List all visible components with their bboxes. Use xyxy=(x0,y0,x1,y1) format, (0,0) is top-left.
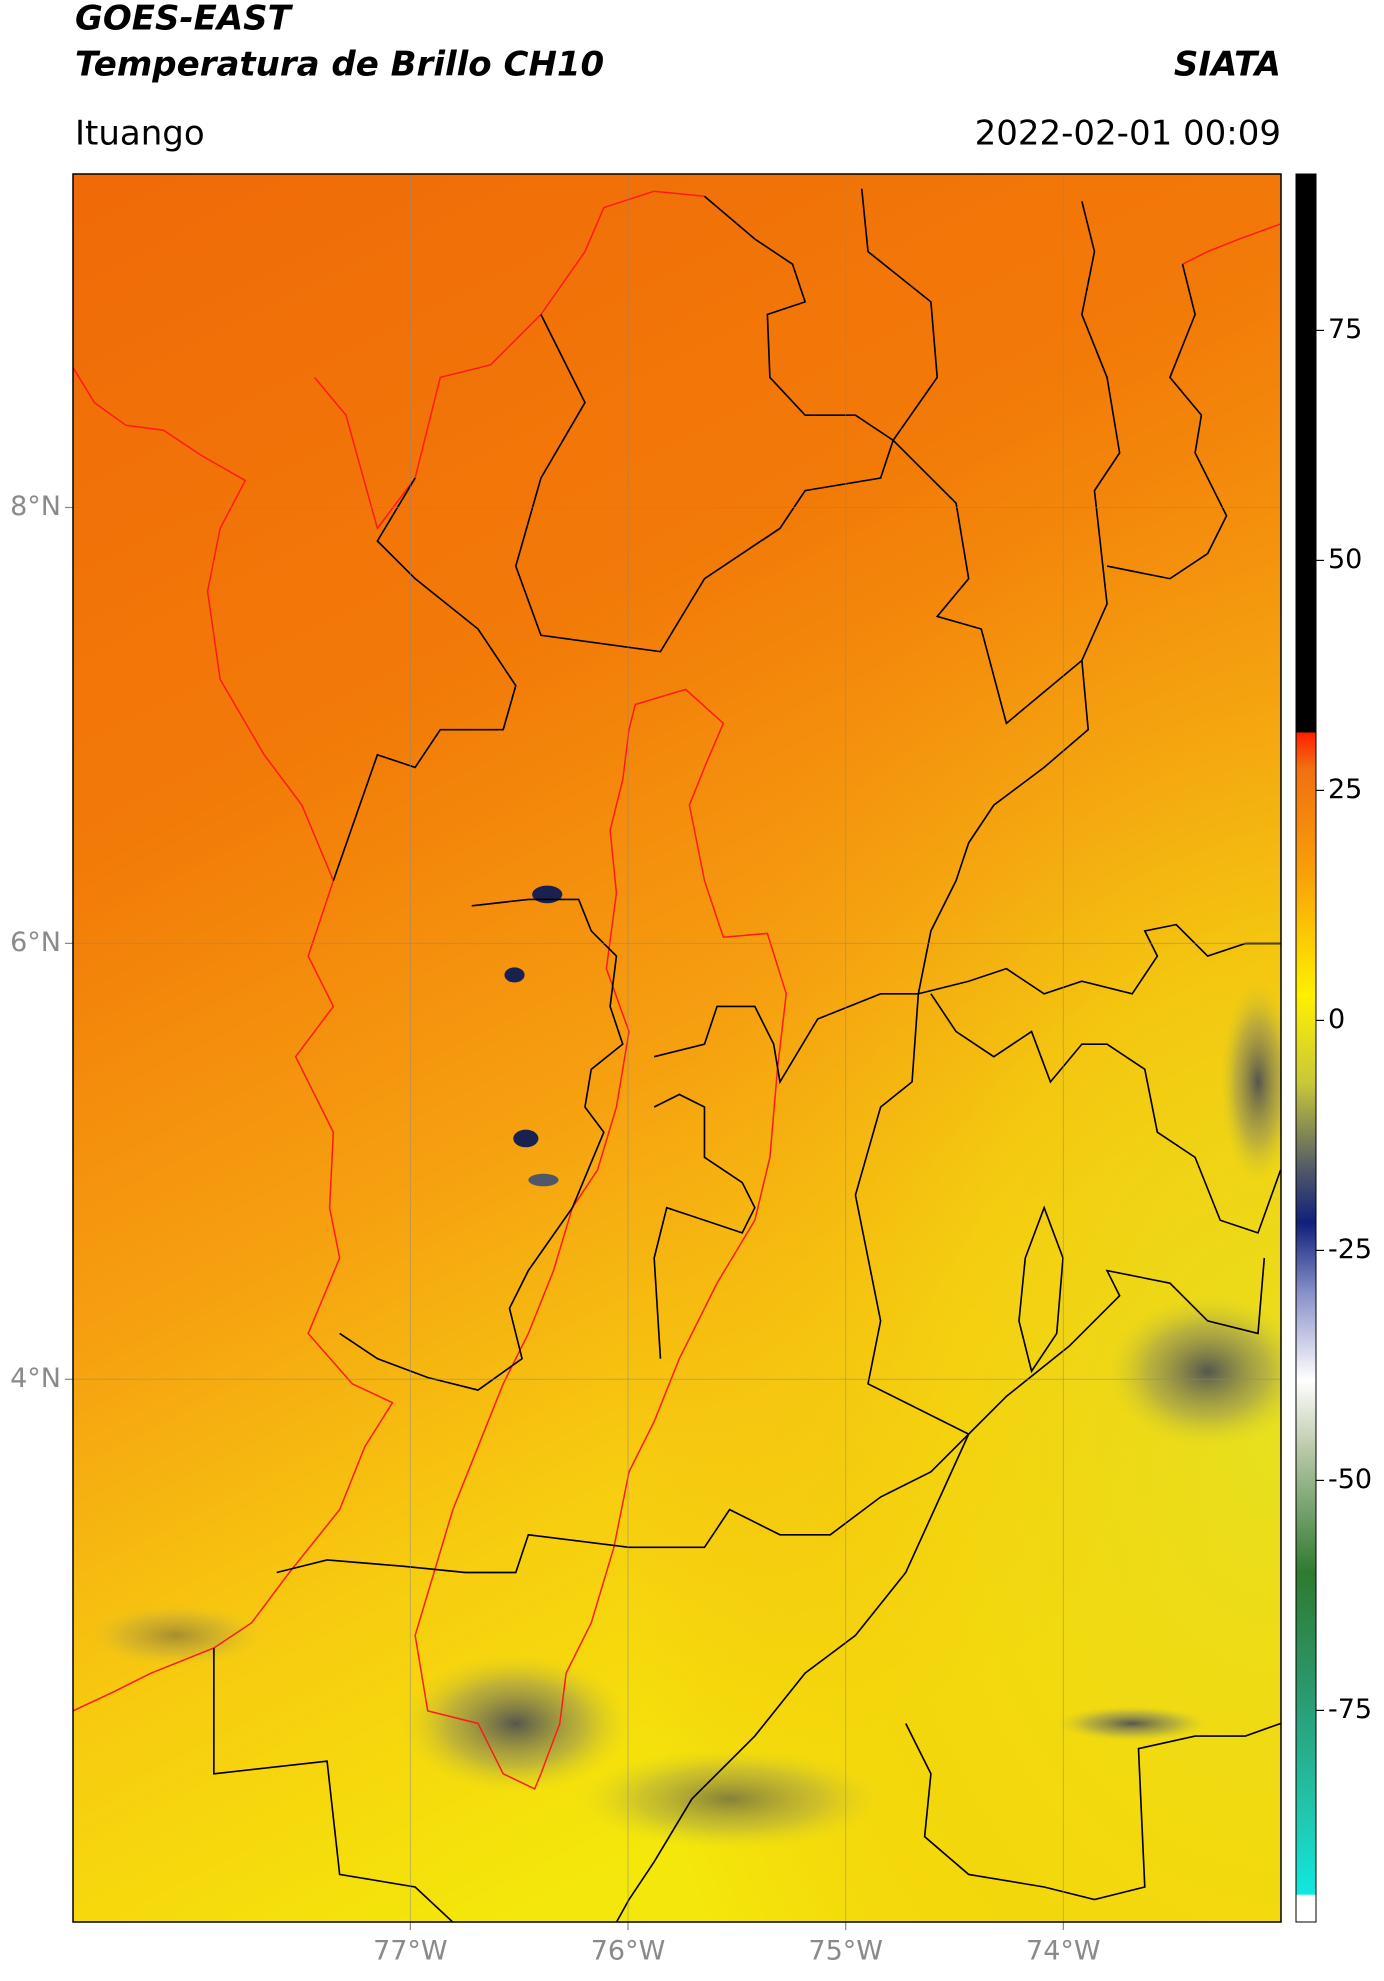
x-tick-label: 77°W xyxy=(373,1936,448,1967)
y-tick-label: 4°N xyxy=(10,1363,61,1394)
cloud xyxy=(1056,1705,1208,1742)
cloud-top xyxy=(528,1173,559,1187)
subtitle: Temperatura de Brillo CH10 xyxy=(75,45,604,85)
x-tick-label: 74°W xyxy=(1026,1936,1101,1967)
cloud-top xyxy=(504,967,525,983)
cloud xyxy=(88,1603,265,1667)
map-frame xyxy=(72,173,1282,1923)
cloud xyxy=(578,1748,881,1850)
cloud-top xyxy=(532,885,563,904)
cloud xyxy=(402,1654,629,1793)
x-tick-label: 75°W xyxy=(808,1936,883,1967)
timestamp: 2022-02-01 00:09 xyxy=(975,114,1281,154)
colorbar-tick-label: 75 xyxy=(1328,314,1362,345)
colorbar-ticks: 75 50 25 0 -25 -50 -75 xyxy=(1316,314,1372,1725)
y-tick-label: 6°N xyxy=(10,927,61,958)
x-tick-label: 76°W xyxy=(591,1936,666,1967)
temperature-field xyxy=(73,174,1281,1922)
cloud xyxy=(1220,981,1281,1183)
cloud-top xyxy=(513,1129,539,1148)
colorbar-tick-label: -25 xyxy=(1328,1234,1372,1265)
location: Ituango xyxy=(75,114,205,154)
colorbar-tick-label: 0 xyxy=(1328,1004,1345,1035)
department-borders xyxy=(213,188,1281,1922)
brand: SIATA xyxy=(1174,45,1281,85)
colorbar-tick-label: 25 xyxy=(1328,774,1362,805)
title: GOES-EAST xyxy=(75,0,294,39)
map-image xyxy=(73,174,1281,1922)
colorbar-tick-label: -75 xyxy=(1328,1694,1372,1725)
colorbar xyxy=(1295,173,1317,1923)
graticule: 77°W 76°W 75°W 74°W 8°N 6°N 4°N xyxy=(10,174,1281,1967)
features xyxy=(73,188,1281,1922)
colorbar-tick-label: -50 xyxy=(1328,1464,1372,1495)
coastline xyxy=(73,190,1281,1790)
y-tick-label: 8°N xyxy=(10,491,61,522)
cloud xyxy=(1107,1295,1281,1447)
colorbar-tick-label: 50 xyxy=(1328,544,1362,575)
